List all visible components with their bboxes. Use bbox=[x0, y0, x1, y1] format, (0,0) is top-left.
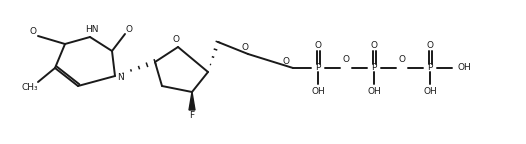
Text: O: O bbox=[29, 26, 36, 36]
Polygon shape bbox=[189, 92, 195, 110]
Text: O: O bbox=[126, 24, 133, 34]
Text: OH: OH bbox=[311, 87, 325, 95]
Text: OH: OH bbox=[367, 87, 381, 95]
Text: O: O bbox=[370, 41, 378, 51]
Text: O: O bbox=[315, 41, 321, 51]
Text: F: F bbox=[189, 110, 195, 120]
Text: O: O bbox=[342, 55, 349, 65]
Text: P: P bbox=[371, 64, 377, 72]
Text: P: P bbox=[315, 64, 321, 72]
Text: CH₃: CH₃ bbox=[22, 83, 38, 91]
Text: O: O bbox=[399, 55, 406, 65]
Text: N: N bbox=[117, 72, 124, 82]
Text: HN: HN bbox=[85, 24, 99, 34]
Text: OH: OH bbox=[423, 87, 437, 95]
Text: OH: OH bbox=[458, 64, 472, 72]
Text: O: O bbox=[173, 36, 179, 44]
Text: O: O bbox=[282, 56, 289, 66]
Text: P: P bbox=[427, 64, 433, 72]
Text: O: O bbox=[241, 42, 248, 52]
Text: O: O bbox=[427, 41, 433, 51]
